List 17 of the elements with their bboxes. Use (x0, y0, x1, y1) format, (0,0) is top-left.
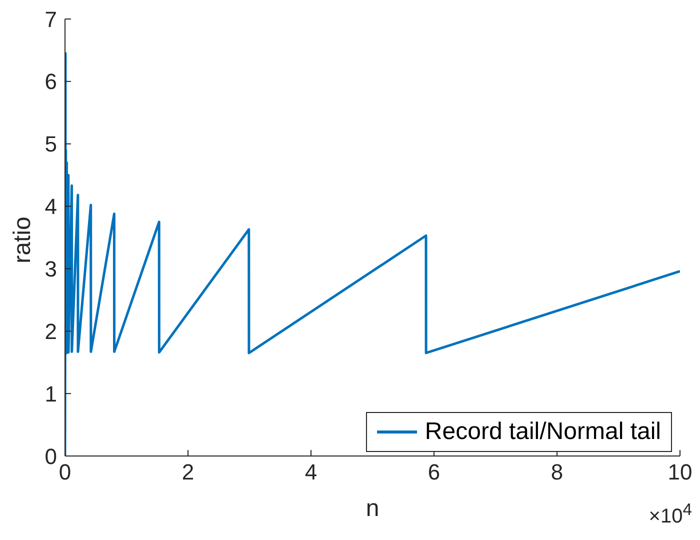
x-tick-label: 6 (428, 460, 440, 485)
x-axis-title: n (366, 495, 380, 522)
y-tick-label: 7 (44, 6, 57, 32)
x-tick-label: 10 (668, 460, 692, 485)
y-tick-label: 1 (44, 381, 57, 406)
legend-label: Record tail/Normal tail (424, 417, 661, 447)
y-tick-label: 3 (44, 256, 57, 282)
x-tick-label: 8 (550, 460, 564, 485)
y-tick-label: 6 (44, 69, 57, 94)
y-tick-label: 0 (44, 444, 57, 469)
x-tick-label: 4 (304, 460, 318, 485)
y-tick-label: 5 (44, 132, 57, 157)
text: ×10$^{4}$ (648, 500, 692, 529)
y-tick-label: 2 (44, 318, 57, 344)
x-tick-label: 2 (182, 460, 194, 485)
y-tick-label: 4 (44, 194, 57, 220)
y-axis-title: ratio (9, 216, 36, 264)
